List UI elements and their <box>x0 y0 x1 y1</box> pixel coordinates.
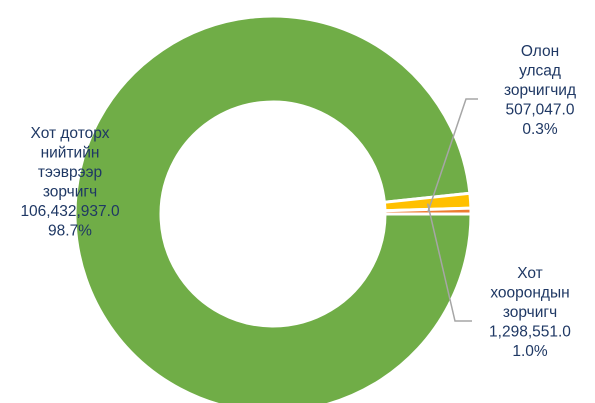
data-label-category-line: Олон <box>521 43 559 60</box>
chart-slices <box>73 14 473 403</box>
data-label-category-line: тээврээр <box>38 164 102 181</box>
data-label-category-line: улсад <box>519 63 561 80</box>
data-label-category-line: Хот <box>517 265 543 282</box>
data-label-category-line: зорчигч <box>43 184 97 201</box>
data-label-category-line: Хот доторх <box>31 125 110 142</box>
data-label-category-line: хоорондын <box>490 285 569 302</box>
data-labels: Хот доторх нийтийн тээврээр зорчигч 106,432,… <box>20 43 576 360</box>
leader-line-1 <box>426 203 472 322</box>
data-label-value: 106,432,937.0 <box>20 203 120 220</box>
data-label-value: 507,047.0 <box>506 102 575 119</box>
data-label-2: Олон улсад зорчигчид 507,047.0 0.3% <box>504 43 576 138</box>
data-label-value: 1,298,551.0 <box>489 324 571 341</box>
data-label-0: Хот доторх нийтийн тээврээр зорчигч 106,432,… <box>20 125 120 240</box>
donut-slice-0 <box>73 14 473 403</box>
data-label-category-line: зорчигчид <box>504 82 576 99</box>
leader-line-2 <box>427 98 478 212</box>
data-label-category-line: нийтийн <box>41 145 100 162</box>
data-label-percent: 1.0% <box>512 343 548 360</box>
data-label-1: Хот хоорондын зорчигч 1,298,551.0 1.0% <box>489 265 571 360</box>
data-label-category-line: зорчигч <box>503 304 557 321</box>
data-label-percent: 0.3% <box>522 121 558 138</box>
data-label-percent: 98.7% <box>48 223 92 240</box>
leader-lines <box>426 98 478 322</box>
